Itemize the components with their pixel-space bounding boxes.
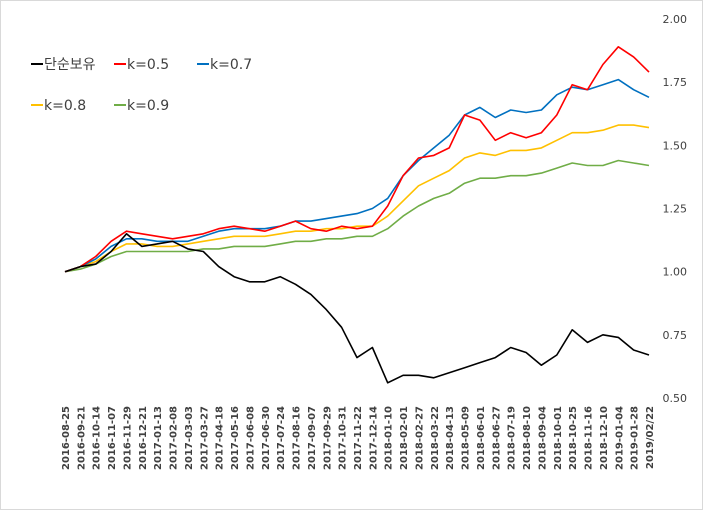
y-axis-ticks: 0.50 0.75 1.00 1.25 1.50 1.75 2.00	[663, 13, 688, 405]
x-tick-label: 2018-05-09	[461, 406, 472, 470]
x-tick-label: 2017-04-18	[215, 406, 226, 470]
x-tick-label: 2018-04-13	[445, 406, 456, 470]
series-line-1	[64, 46, 650, 273]
x-tick-label: 2019/02/22	[645, 406, 656, 469]
x-tick-label: 2018-01-10	[384, 406, 395, 470]
x-tick-label: 2018-02-01	[399, 406, 410, 470]
legend-label: k=0.9	[127, 98, 169, 114]
x-tick-label: 2016-11-29	[123, 406, 134, 470]
y-tick-label: 1.25	[663, 203, 688, 216]
x-axis-ticks: 2016-08-25 2016-09-21 2016-10-14 2016-11-07…	[61, 406, 656, 470]
x-tick-label: 2017-06-30	[261, 406, 272, 470]
series-line-0	[64, 233, 650, 384]
x-tick-label: 2017-08-16	[292, 406, 303, 470]
series-line-2	[64, 78, 650, 273]
x-tick-label: 2019-01-28	[630, 406, 641, 470]
x-tick-label: 2018-03-22	[430, 406, 441, 470]
series-line-3	[64, 124, 650, 273]
legend-label: k=0.8	[44, 98, 86, 114]
y-tick-label: 2.00	[663, 13, 688, 26]
x-tick-label: 2017-11-22	[353, 406, 364, 470]
legend-label: k=0.7	[210, 57, 252, 73]
y-tick-label: 0.50	[663, 392, 688, 405]
series-lines	[64, 46, 650, 384]
x-tick-label: 2017-05-16	[230, 406, 241, 470]
x-tick-label: 2018-07-19	[507, 406, 518, 470]
series-line-4	[64, 159, 650, 273]
x-tick-label: 2019-01-04	[614, 406, 625, 470]
x-tick-label: 2016-12-21	[138, 406, 149, 470]
x-tick-label: 2018-06-01	[476, 406, 487, 470]
y-tick-label: 1.00	[663, 266, 688, 279]
x-tick-label: 2018-10-01	[553, 406, 564, 470]
x-tick-label: 2017-03-03	[184, 406, 195, 470]
x-tick-label: 2018-08-10	[522, 406, 533, 470]
x-tick-label: 2016-09-21	[76, 406, 87, 470]
x-tick-label: 2017-10-31	[338, 406, 349, 470]
y-tick-label: 1.50	[663, 139, 688, 152]
x-tick-label: 2018-12-10	[599, 406, 610, 470]
legend: 단순보유 k=0.5 k=0.7 k=0.8 k=0.9	[31, 57, 252, 114]
x-tick-label: 2017-09-07	[307, 406, 318, 470]
x-tick-label: 2017-03-27	[199, 406, 210, 470]
legend-label: k=0.5	[127, 57, 169, 73]
x-tick-label: 2018-02-27	[415, 406, 426, 470]
x-tick-label: 2018-10-25	[568, 406, 579, 470]
x-tick-label: 2017-12-14	[368, 406, 379, 470]
x-tick-label: 2017-06-08	[245, 406, 256, 470]
x-tick-label: 2017-07-24	[276, 406, 287, 470]
x-tick-label: 2017-09-29	[322, 406, 333, 470]
x-tick-label: 2016-11-07	[107, 406, 118, 470]
x-tick-label: 2016-10-14	[92, 406, 103, 470]
x-tick-label: 2018-09-04	[537, 406, 548, 470]
x-tick-label: 2017-02-08	[169, 406, 180, 470]
x-tick-label: 2018-06-27	[491, 406, 502, 470]
y-tick-label: 0.75	[663, 329, 688, 342]
x-tick-label: 2017-01-13	[153, 406, 164, 470]
x-tick-label: 2016-08-25	[61, 406, 72, 470]
y-tick-label: 1.75	[663, 76, 688, 89]
legend-label: 단순보유	[44, 57, 96, 73]
x-tick-label: 2018-11-16	[584, 406, 595, 470]
